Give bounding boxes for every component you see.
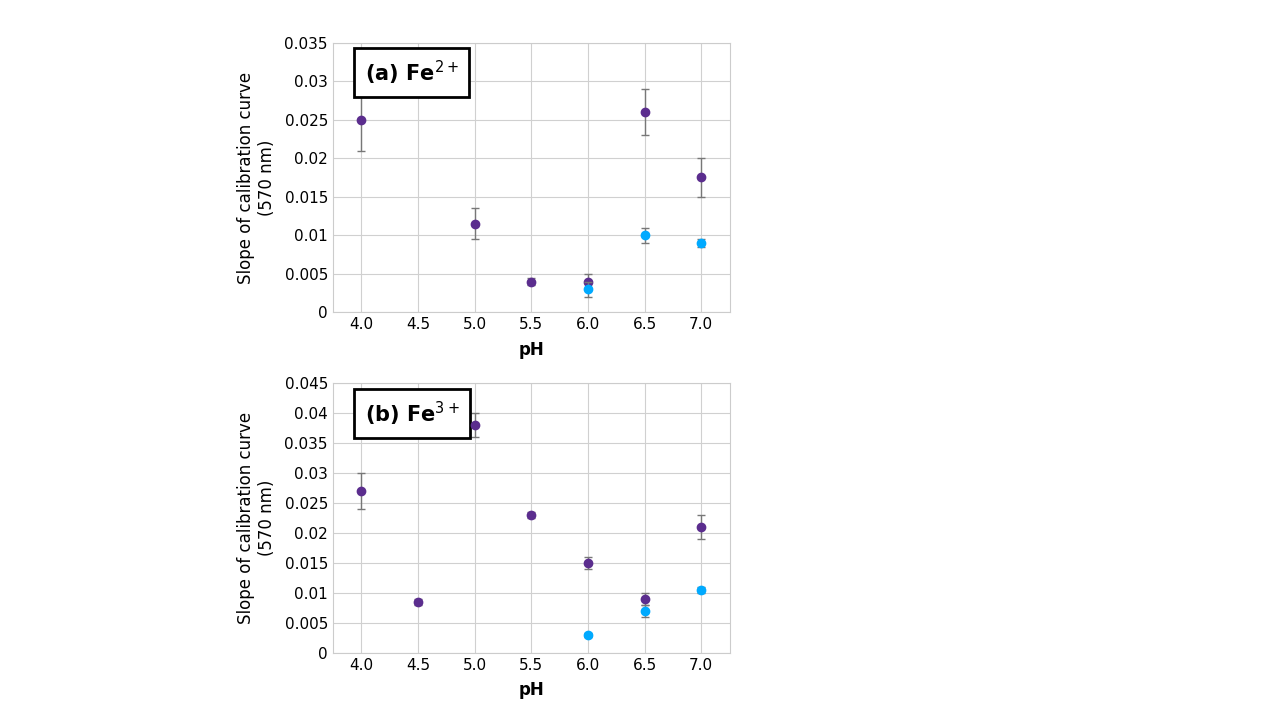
X-axis label: pH: pH xyxy=(518,341,544,359)
Y-axis label: Slope of calibration curve
(570 nm): Slope of calibration curve (570 nm) xyxy=(237,413,276,624)
Y-axis label: Slope of calibration curve
(570 nm): Slope of calibration curve (570 nm) xyxy=(237,72,276,283)
Text: (a) Fe$^{2+}$: (a) Fe$^{2+}$ xyxy=(365,59,458,87)
Text: (b) Fe$^{3+}$: (b) Fe$^{3+}$ xyxy=(365,400,460,428)
X-axis label: pH: pH xyxy=(518,682,544,699)
